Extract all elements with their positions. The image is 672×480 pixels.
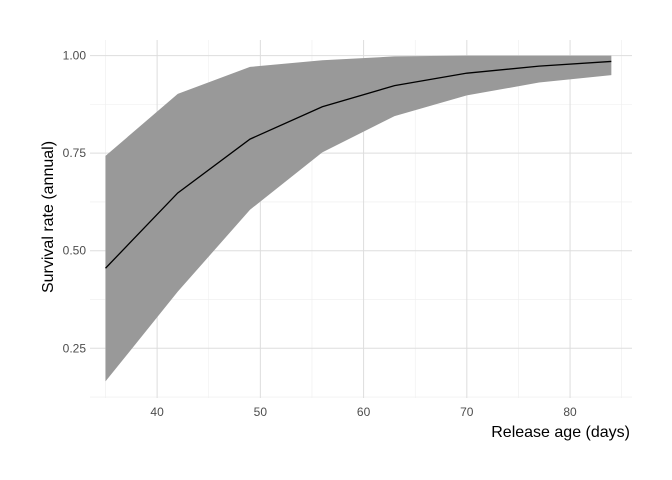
x-tick-label: 80: [563, 405, 577, 419]
x-tick-label: 70: [460, 405, 474, 419]
x-tick-label: 60: [357, 405, 371, 419]
y-tick-label: 0.75: [63, 146, 87, 160]
survival-rate-line: [105, 60, 612, 269]
x-axis-title: Release age (days): [491, 424, 630, 441]
y-tick-label: 0.50: [63, 244, 87, 258]
x-tick-label: 50: [254, 405, 268, 419]
confidence-ribbon: [105, 55, 612, 382]
y-axis-title: Survival rate (annual): [40, 141, 57, 293]
y-axis-tick-labels: 0.25 0.50 0.75 1.00: [63, 49, 87, 356]
x-tick-label: 40: [150, 405, 164, 419]
x-axis-tick-labels: 40 50 60 70 80: [150, 405, 577, 419]
y-tick-label: 0.25: [63, 341, 87, 355]
y-tick-label: 1.00: [63, 49, 87, 63]
